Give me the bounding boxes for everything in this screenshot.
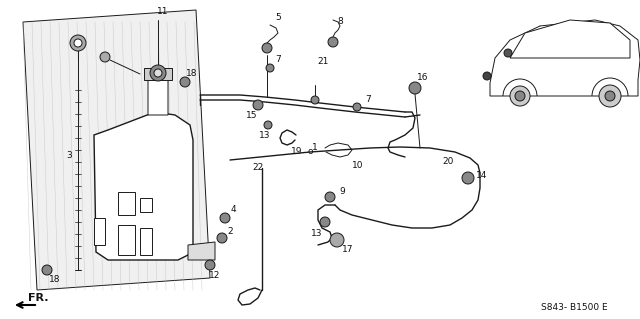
Text: 22: 22 (252, 164, 264, 173)
Polygon shape (94, 218, 105, 245)
Text: 14: 14 (476, 170, 488, 180)
Circle shape (325, 192, 335, 202)
Text: 8: 8 (337, 18, 343, 26)
Circle shape (353, 103, 361, 111)
Text: 20: 20 (442, 158, 454, 167)
Circle shape (154, 69, 162, 77)
Polygon shape (23, 10, 210, 290)
Polygon shape (144, 68, 172, 80)
Text: 11: 11 (157, 8, 169, 17)
Text: o: o (307, 147, 313, 157)
Circle shape (330, 233, 344, 247)
Circle shape (217, 233, 227, 243)
Text: 3: 3 (66, 151, 72, 160)
Circle shape (605, 91, 615, 101)
Text: 9: 9 (339, 188, 345, 197)
Polygon shape (188, 242, 215, 260)
Circle shape (515, 91, 525, 101)
Circle shape (220, 213, 230, 223)
Text: 5: 5 (275, 12, 281, 21)
Text: 16: 16 (417, 73, 429, 83)
Text: 7: 7 (365, 95, 371, 105)
Circle shape (266, 64, 274, 72)
Polygon shape (140, 198, 152, 212)
Polygon shape (118, 225, 135, 255)
Circle shape (74, 39, 82, 47)
Circle shape (311, 96, 319, 104)
Text: 1: 1 (312, 144, 318, 152)
Text: 15: 15 (246, 112, 258, 121)
Circle shape (180, 77, 190, 87)
Text: 19: 19 (291, 147, 303, 157)
Text: 7: 7 (275, 56, 281, 64)
Circle shape (264, 121, 272, 129)
Text: 12: 12 (209, 271, 221, 279)
Text: 13: 13 (311, 228, 323, 238)
Text: FR.: FR. (28, 293, 48, 303)
Polygon shape (94, 112, 193, 260)
Circle shape (504, 49, 512, 57)
Polygon shape (148, 75, 168, 115)
Circle shape (42, 265, 52, 275)
Circle shape (510, 86, 530, 106)
Circle shape (262, 43, 272, 53)
Polygon shape (490, 20, 640, 96)
Circle shape (150, 65, 166, 81)
Text: 17: 17 (342, 246, 354, 255)
Text: 21: 21 (317, 57, 329, 66)
Polygon shape (510, 20, 630, 58)
Text: 2: 2 (227, 227, 233, 236)
Text: 4: 4 (230, 205, 236, 214)
Text: S843- B1500 E: S843- B1500 E (541, 303, 607, 313)
Polygon shape (118, 192, 135, 215)
Circle shape (462, 172, 474, 184)
Circle shape (409, 82, 421, 94)
Text: 10: 10 (352, 160, 364, 169)
Circle shape (253, 100, 263, 110)
Circle shape (599, 85, 621, 107)
Text: 18: 18 (49, 276, 61, 285)
Circle shape (483, 72, 491, 80)
Circle shape (70, 35, 86, 51)
Text: 18: 18 (186, 70, 198, 78)
Polygon shape (140, 228, 152, 255)
Text: 13: 13 (259, 130, 271, 139)
Circle shape (100, 52, 110, 62)
Circle shape (328, 37, 338, 47)
Circle shape (205, 260, 215, 270)
Circle shape (320, 217, 330, 227)
